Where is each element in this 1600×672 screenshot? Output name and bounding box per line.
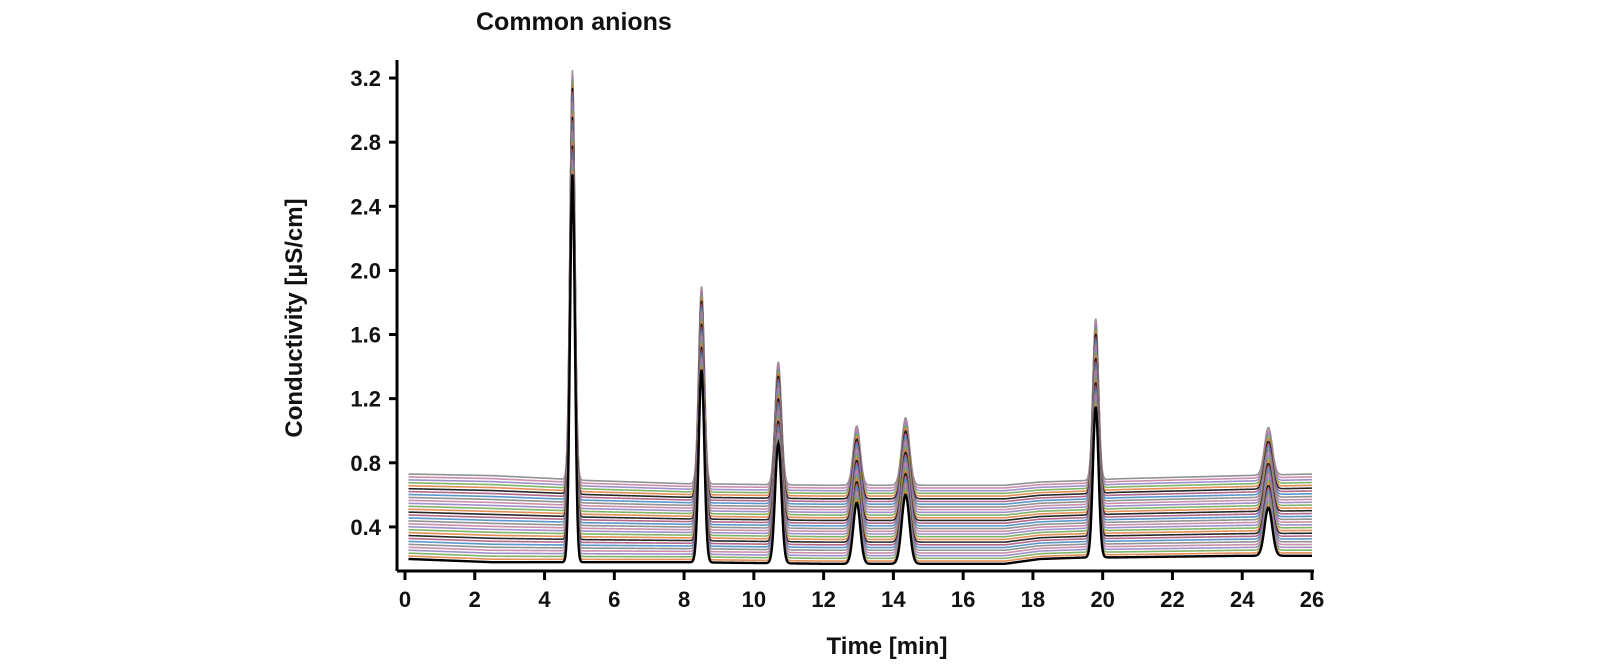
y-tick-label: 1.2 xyxy=(350,387,381,412)
chart-title: Common anions xyxy=(476,8,672,36)
x-tick-label: 14 xyxy=(881,587,906,612)
y-tick-label: 2.8 xyxy=(350,130,381,155)
x-tick-label: 22 xyxy=(1160,587,1184,612)
trace-group xyxy=(408,70,1313,565)
trace-1 xyxy=(408,174,1312,565)
x-tick-label: 4 xyxy=(538,587,551,612)
x-ticks: 0 2 4 6 8 10 12 14 16 18 20 22 24 26 xyxy=(399,571,1324,612)
y-axis-label: Conductivity [µS/cm] xyxy=(281,198,308,437)
trace-30 xyxy=(408,70,1313,487)
x-tick-label: 26 xyxy=(1300,587,1324,612)
x-tick-label: 10 xyxy=(742,587,766,612)
x-tick-label: 2 xyxy=(469,587,481,612)
x-axis-label: Time [min] xyxy=(827,633,948,660)
x-tick-label: 20 xyxy=(1090,587,1114,612)
x-tick-label: 24 xyxy=(1230,587,1255,612)
y-tick-label: 2.0 xyxy=(350,258,381,283)
trace-25 xyxy=(408,87,1313,500)
y-ticks: 0.4 0.8 1.2 1.6 2.0 2.4 2.8 3.2 xyxy=(350,66,397,540)
trace-29 xyxy=(408,73,1313,489)
y-tick-label: 0.8 xyxy=(350,451,381,476)
x-tick-label: 8 xyxy=(678,587,690,612)
x-tick-label: 0 xyxy=(399,587,411,612)
trace-26 xyxy=(408,84,1313,497)
y-tick-label: 3.2 xyxy=(350,66,381,91)
x-tick-label: 18 xyxy=(1021,587,1045,612)
y-tick-label: 2.4 xyxy=(350,194,381,219)
x-tick-label: 12 xyxy=(811,587,835,612)
trace-24 xyxy=(408,91,1313,503)
axes-group: 0 2 4 6 8 10 12 14 16 18 20 22 24 26 0.40.81.21.62.02… xyxy=(350,60,1324,612)
y-tick-label: 1.6 xyxy=(350,323,381,348)
x-tick-label: 16 xyxy=(951,587,975,612)
x-tick-label: 6 xyxy=(608,587,620,612)
y-tick-label: 0.4 xyxy=(350,515,381,540)
trace-28 xyxy=(408,77,1313,492)
trace-27 xyxy=(408,80,1313,495)
